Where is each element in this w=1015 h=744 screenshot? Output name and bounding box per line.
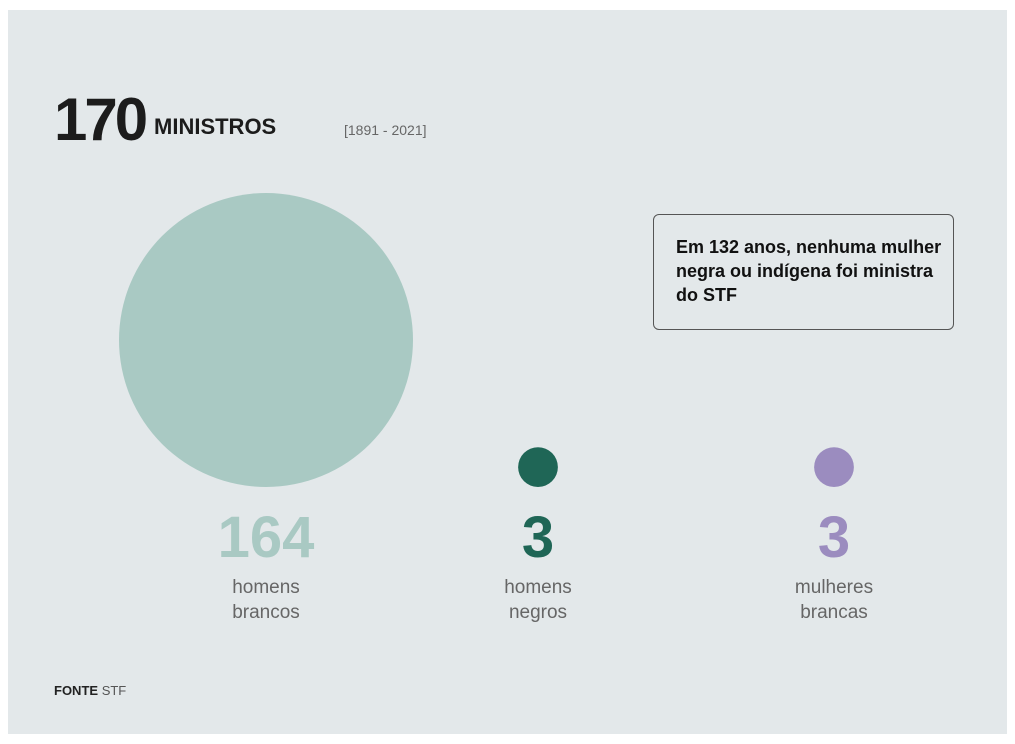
category-label-line: homens xyxy=(232,577,300,598)
source-label: FONTE xyxy=(54,683,99,698)
callout-box: Em 132 anos, nenhuma mulher negra ou ind… xyxy=(653,214,954,330)
bubble-homens-brancos xyxy=(119,193,413,487)
category-label-line: mulheres xyxy=(795,577,873,598)
value-label-homens-brancos: 164 xyxy=(218,505,315,570)
category-label-line: brancas xyxy=(800,602,868,623)
value-label-mulheres-brancas: 3 xyxy=(818,505,850,570)
category-label-line: homens xyxy=(504,577,572,598)
source-note: FONTE STF xyxy=(54,683,126,698)
total-count: 170 xyxy=(54,86,148,153)
value-label-homens-negros: 3 xyxy=(522,505,554,570)
headline-word: MINISTROS xyxy=(154,114,277,139)
source-value: STF xyxy=(101,683,127,698)
bubble-chart: 164 homens brancos 3 homens negros 3 mulheres br… xyxy=(119,193,873,623)
callout-text: Em 132 anos, nenhuma mulher negra ou ind… xyxy=(676,237,942,305)
infographic-card: 170 MINISTROS [1891 - 2021] 164 homens bra… xyxy=(8,10,1007,734)
category-label-line: brancos xyxy=(232,602,300,623)
category-label-line: negros xyxy=(509,602,567,623)
bubble-mulheres-brancas xyxy=(814,447,854,488)
headline-years: [1891 - 2021] xyxy=(344,122,427,138)
bubble-homens-negros xyxy=(518,447,558,488)
